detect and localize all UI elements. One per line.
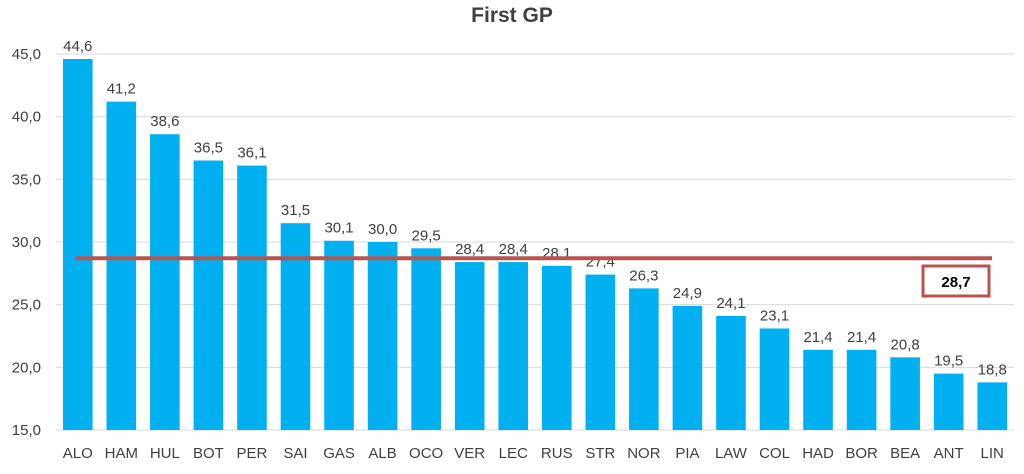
data-label: 29,5 [412, 227, 441, 244]
bar [716, 315, 746, 430]
data-labels: 44,6 41,2 38,6 36,5 36,1 31,5 30,1 30,0 29,5 28,4… [63, 38, 1007, 378]
data-label: 30,1 [324, 220, 353, 237]
y-tick-label: 20,0 [12, 359, 41, 376]
x-tick-label: GAS [323, 445, 355, 462]
data-label: 41,2 [107, 81, 136, 98]
x-tick-label: HUL [150, 445, 180, 462]
bar [454, 262, 485, 430]
data-label: 24,1 [716, 295, 745, 312]
bar [150, 134, 180, 431]
x-tick-label: BOR [845, 445, 878, 462]
data-label: 19,5 [934, 353, 963, 370]
x-tick-label: BEA [890, 445, 920, 462]
average-label: 28,7 [941, 274, 970, 291]
x-tick-label: SAI [283, 445, 307, 462]
x-tick-label: BOT [193, 445, 224, 462]
x-tick-label: VER [454, 445, 485, 462]
bar [237, 165, 267, 430]
y-axis-ticks: 15,0 20,0 25,0 30,0 35,0 40,0 45,0 [12, 46, 41, 439]
bar [411, 248, 441, 430]
x-tick-label: PER [237, 445, 268, 462]
data-label: 36,5 [194, 140, 223, 157]
x-tick-label: LAW [715, 445, 748, 462]
bar [803, 349, 833, 430]
x-tick-label: STR [585, 445, 615, 462]
x-tick-label: OCO [409, 445, 443, 462]
y-tick-label: 35,0 [12, 171, 41, 188]
bar [933, 373, 964, 430]
y-tick-label: 40,0 [12, 109, 41, 126]
x-axis-ticks: ALO HAM HUL BOT PER SAI GAS ALB OCO VER LEC RUS STR N… [63, 445, 1004, 462]
data-label: 24,9 [673, 285, 702, 302]
y-tick-label: 25,0 [12, 297, 41, 314]
data-label: 20,8 [891, 336, 920, 353]
x-tick-label: ANT [934, 445, 964, 462]
bar [324, 240, 354, 430]
x-tick-label: LEC [499, 445, 528, 462]
bar [106, 101, 137, 431]
y-tick-label: 15,0 [12, 422, 41, 439]
bar [629, 288, 659, 430]
data-label: 44,6 [63, 38, 92, 55]
bar [193, 160, 224, 431]
data-label: 21,4 [847, 329, 876, 346]
data-label: 27,4 [586, 254, 615, 271]
data-label: 31,5 [281, 202, 310, 219]
bar [846, 349, 877, 430]
x-tick-label: LIN [981, 445, 1004, 462]
y-tick-label: 45,0 [12, 46, 41, 63]
bar [890, 357, 920, 430]
data-label: 28,4 [499, 241, 528, 258]
bar [62, 59, 93, 430]
bar [541, 265, 572, 430]
data-label: 38,6 [150, 113, 179, 130]
bar [759, 328, 790, 430]
x-tick-label: RUS [541, 445, 573, 462]
bar [977, 382, 1008, 430]
x-tick-label: ALB [368, 445, 396, 462]
y-tick-label: 30,0 [12, 234, 41, 251]
x-tick-label: NOR [627, 445, 661, 462]
bars [62, 59, 1008, 431]
data-label: 30,0 [368, 221, 397, 238]
data-label: 36,1 [237, 145, 266, 162]
data-label: 23,1 [760, 307, 789, 324]
x-tick-label: PIA [675, 445, 699, 462]
data-label: 26,3 [629, 267, 658, 284]
x-tick-label: HAD [802, 445, 834, 462]
data-label: 18,8 [978, 361, 1007, 378]
bar [498, 262, 529, 430]
bar [585, 274, 616, 430]
bar [672, 305, 703, 430]
chart-title: First GP [471, 4, 553, 27]
x-tick-label: HAM [105, 445, 138, 462]
data-label: 21,4 [803, 329, 832, 346]
average-label-box [921, 264, 991, 298]
bar [367, 242, 398, 430]
x-tick-label: COL [759, 445, 790, 462]
bar [280, 223, 311, 430]
x-tick-label: ALO [63, 445, 93, 462]
data-label: 28,4 [455, 241, 484, 258]
